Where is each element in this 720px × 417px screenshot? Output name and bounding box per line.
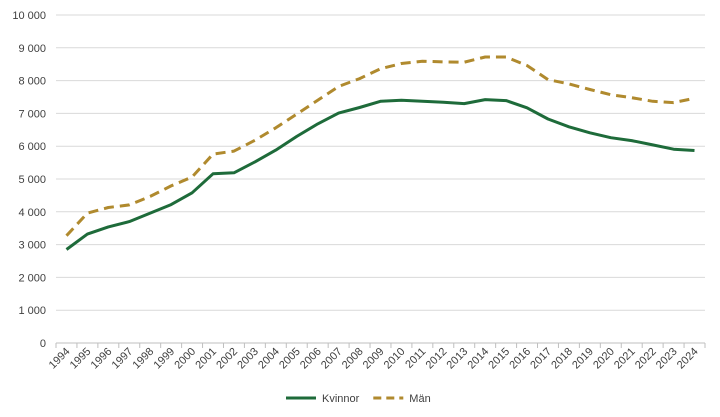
- x-tick-label: 2024: [675, 346, 701, 372]
- y-tick-label: 2 000: [18, 272, 46, 284]
- x-tick-label: 2004: [256, 346, 282, 372]
- x-tick-label: 2022: [633, 346, 659, 372]
- x-tick-label: 2021: [612, 346, 638, 372]
- y-axis-tick-labels: 0 1 000 2 000 3 000 4 000 5 000 6 000 7 000 8 00…: [12, 10, 46, 350]
- x-tick-label: 2015: [486, 346, 512, 372]
- x-tick-label: 2001: [193, 346, 219, 372]
- x-tick-label: 2003: [235, 346, 261, 372]
- x-tick-label: 1998: [131, 346, 157, 372]
- x-axis-tick-marks: [55, 343, 706, 348]
- x-tick-label: 2020: [591, 346, 617, 372]
- legend-label: Kvinnor: [322, 393, 360, 405]
- x-tick-label: 2016: [507, 346, 533, 372]
- x-tick-label: 2006: [298, 346, 324, 372]
- y-tick-label: 0: [40, 338, 46, 350]
- x-tick-label: 1996: [89, 346, 115, 372]
- y-tick-label: 4 000: [18, 207, 46, 219]
- x-tick-label: 1995: [68, 346, 94, 372]
- series-line-män: [65, 55, 695, 237]
- x-tick-label: 2011: [403, 346, 428, 371]
- x-tick-label: 2012: [424, 346, 450, 372]
- x-tick-label: 2005: [277, 346, 303, 372]
- x-tick-label: 2018: [549, 346, 575, 372]
- x-tick-label: 2017: [528, 346, 554, 372]
- x-tick-label: 2008: [340, 346, 366, 372]
- x-tick-label: 2010: [382, 346, 408, 372]
- gridlines: [56, 14, 705, 311]
- x-tick-label: 1997: [110, 346, 136, 372]
- y-tick-label: 6 000: [18, 141, 46, 153]
- legend-label: Män: [409, 393, 430, 405]
- x-axis-tick-labels: 1994199519961997199819992000200120022003…: [47, 346, 701, 372]
- series-line-kvinnor: [65, 98, 695, 251]
- y-tick-label: 1 000: [18, 305, 46, 317]
- x-tick-label: 2023: [654, 346, 680, 372]
- x-tick-label: 2019: [570, 346, 596, 372]
- x-tick-label: 2013: [445, 346, 471, 372]
- x-tick-label: 2014: [466, 346, 492, 372]
- y-tick-label: 8 000: [18, 76, 46, 88]
- x-tick-label: 1999: [151, 346, 177, 372]
- series-lines: [65, 55, 695, 251]
- x-tick-label: 1994: [47, 346, 73, 372]
- x-tick-label: 2002: [214, 346, 240, 372]
- y-tick-label: 7 000: [18, 108, 46, 120]
- y-tick-label: 9 000: [18, 43, 46, 55]
- legend: Kvinnor Män: [286, 393, 431, 405]
- x-tick-label: 2000: [172, 346, 198, 372]
- x-tick-label: 2009: [361, 346, 387, 372]
- y-tick-label: 3 000: [18, 240, 46, 252]
- y-tick-label: 5 000: [18, 174, 46, 186]
- y-tick-label: 10 000: [12, 10, 46, 22]
- x-tick-label: 2007: [319, 346, 345, 372]
